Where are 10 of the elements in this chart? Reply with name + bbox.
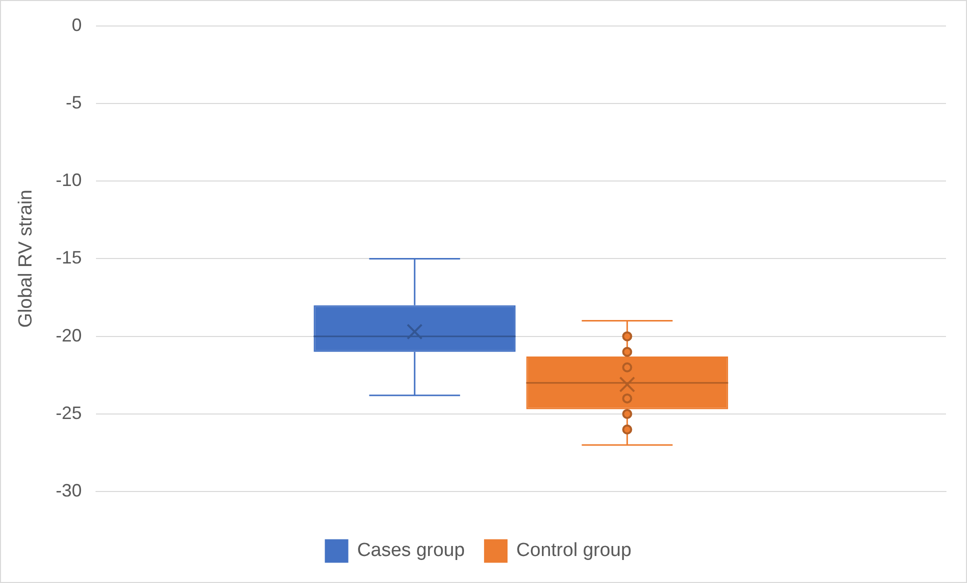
- y-tick-label: 0: [72, 14, 82, 35]
- y-tick-label: -30: [56, 480, 82, 501]
- y-tick-label: -5: [66, 92, 82, 112]
- y-axis-title: Global RV strain: [16, 190, 37, 328]
- legend-label: Cases group: [357, 540, 465, 562]
- legend-label: Control group: [516, 540, 632, 562]
- y-tick-label: -25: [56, 402, 82, 423]
- y-tick-label: -15: [56, 248, 82, 268]
- y-tick-label: -20: [56, 325, 82, 346]
- y-tick-label: -10: [56, 170, 82, 190]
